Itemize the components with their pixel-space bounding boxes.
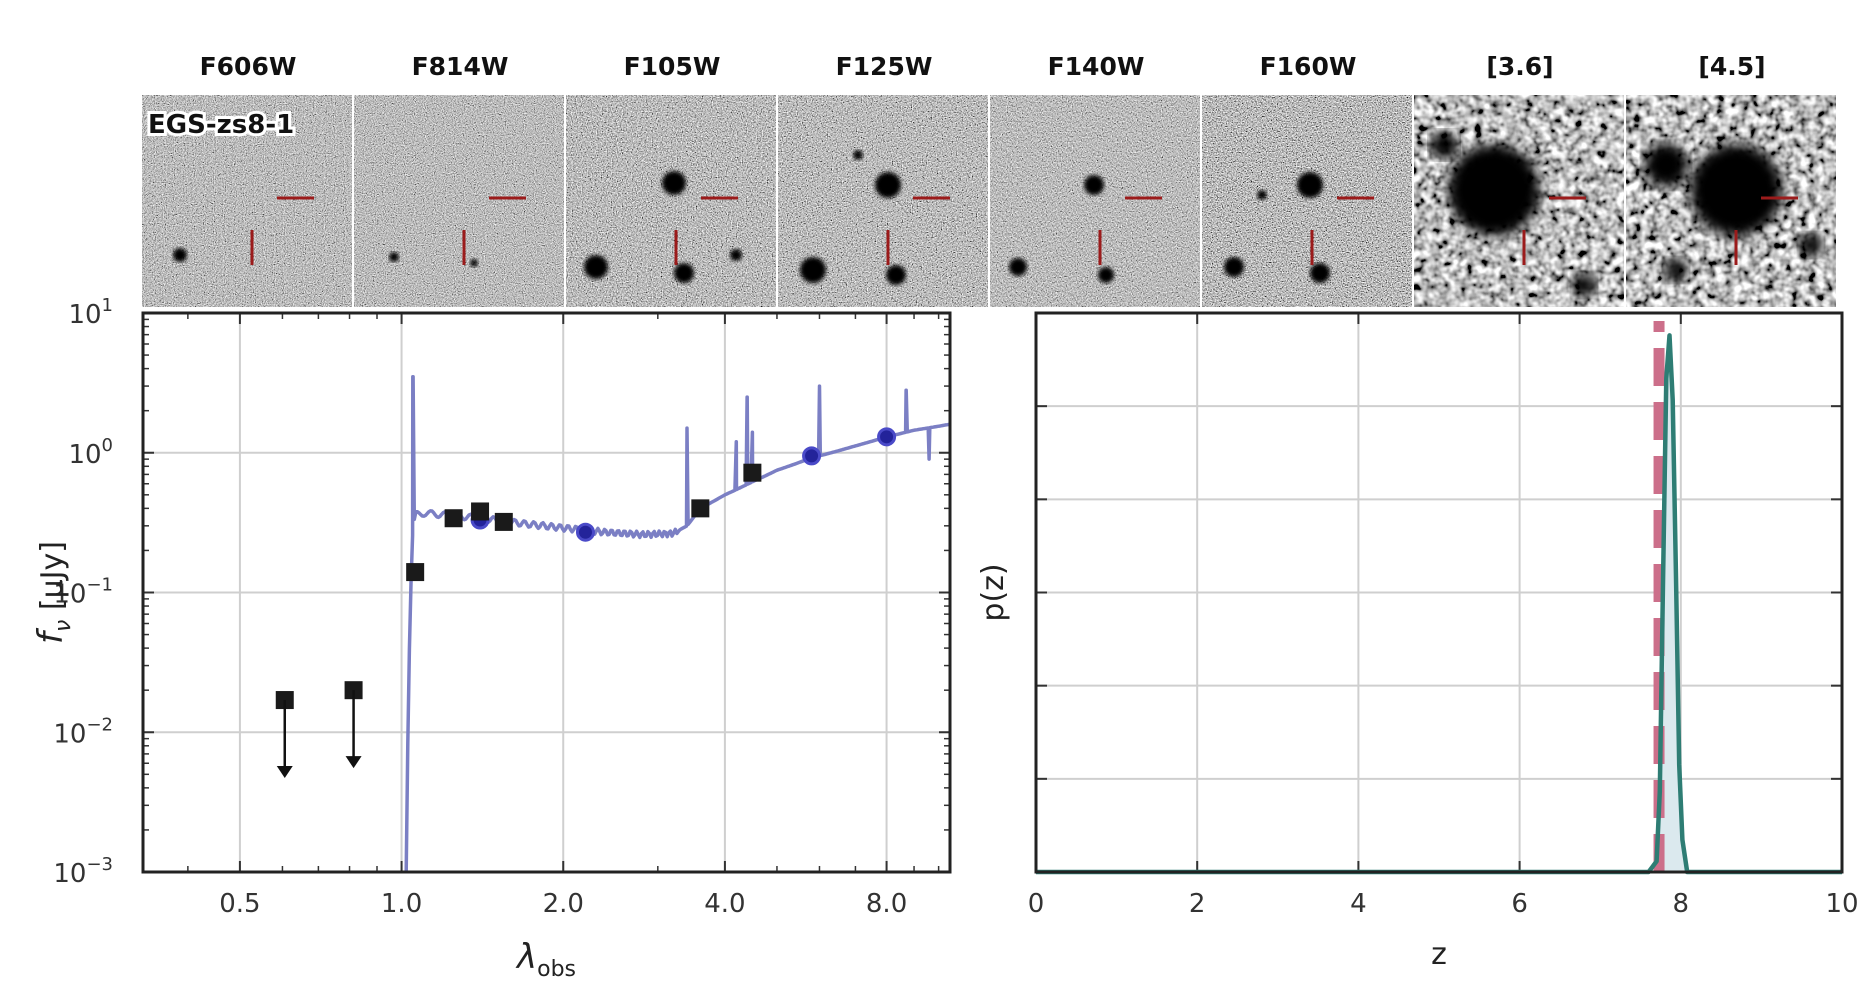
observed-point: [471, 502, 490, 521]
model-point: [802, 446, 822, 466]
source-blob: [1098, 267, 1114, 283]
y-tick-label: 10−3: [53, 854, 113, 889]
x-tick-label: 2.0: [543, 889, 584, 919]
x-tick-label: 4: [1350, 889, 1367, 919]
source-blob: [674, 263, 694, 283]
x-tick-label: 4.0: [704, 889, 745, 919]
source-blob: [1644, 143, 1688, 187]
sed-model-line: [404, 374, 950, 873]
x-tick-label: 0: [1028, 889, 1045, 919]
source-blob: [470, 259, 478, 267]
source-blob: [662, 171, 686, 195]
source-blob: [1799, 233, 1823, 257]
x-tick-label: 6: [1511, 889, 1528, 919]
y-axis-title: fν [μJy]: [31, 541, 76, 644]
source-blob: [173, 248, 187, 262]
image-stamp: [142, 95, 352, 307]
source-blob: [1009, 258, 1027, 276]
source-blob: [1257, 190, 1267, 200]
pz-plot: 0 2 4 6 8 10 z p(z): [976, 311, 1859, 972]
image-stamp: [1202, 95, 1412, 307]
image-stamps-row: EGS-zs8-1 F606W F814W F105W F125W F140W F160W […: [0, 0, 1866, 310]
image-stamp: [1626, 95, 1836, 307]
y-tick-label: 101: [68, 295, 113, 330]
object-name: EGS-zs8-1: [148, 110, 294, 140]
image-stamp: [566, 95, 776, 307]
image-stamp: [990, 95, 1200, 307]
x-axis-title: z: [1431, 937, 1447, 972]
y-tick-label: 10−2: [53, 714, 113, 749]
plot-frame: [1034, 311, 1844, 874]
observed-point: [444, 509, 463, 528]
x-tick-label: 10: [1825, 889, 1858, 919]
source-blob: [1430, 131, 1458, 159]
sed-plot: 0.5 1.0 2.0 4.0 8.0 101 100 10−1 10−2 10−3 λobs fν …: [31, 295, 952, 982]
band-label: [3.6]: [1486, 52, 1554, 81]
x-tick-label: 8: [1673, 889, 1690, 919]
stamp-noise: [354, 95, 564, 307]
stamps-svg: EGS-zs8-1: [142, 95, 1836, 307]
source-blob: [1664, 258, 1688, 282]
band-label: F606W: [199, 52, 297, 81]
source-blob: [886, 265, 906, 285]
y-tick-label: 100: [68, 435, 113, 470]
source-blob: [389, 252, 399, 262]
observed-point: [691, 499, 710, 518]
upper-limit-arrowhead: [345, 756, 362, 769]
model-point: [575, 522, 595, 542]
band-label: F814W: [411, 52, 509, 81]
observed-point: [406, 563, 425, 582]
band-label: [4.5]: [1698, 52, 1766, 81]
source-blob: [1690, 144, 1782, 236]
y-axis-title: p(z): [976, 563, 1011, 621]
x-tick-label: 2: [1189, 889, 1206, 919]
band-label: F125W: [835, 52, 933, 81]
upper-limit-arrowhead: [276, 766, 293, 779]
band-label: F105W: [623, 52, 721, 81]
image-stamp: [778, 95, 988, 307]
source-blob: [730, 249, 742, 261]
pz-curve: [1036, 333, 1842, 875]
observed-point: [494, 512, 513, 531]
source-blob: [800, 257, 826, 283]
source-blob: [1448, 144, 1540, 236]
source-blob: [584, 255, 608, 279]
x-axis-title: λobs: [515, 937, 576, 982]
model-point: [877, 427, 897, 447]
stamp-noise: [142, 95, 352, 307]
source-blob: [1297, 172, 1323, 198]
image-stamp: [354, 95, 564, 307]
x-tick-label: 8.0: [866, 889, 907, 919]
band-label: F140W: [1047, 52, 1145, 81]
source-blob: [875, 172, 901, 198]
band-label: F160W: [1259, 52, 1357, 81]
x-tick-label: 1.0: [381, 889, 422, 919]
source-blob: [1572, 273, 1596, 297]
source-blob: [853, 150, 863, 160]
y-tick-label: 10−1: [53, 575, 113, 610]
source-blob: [1224, 257, 1244, 277]
image-stamp: [1414, 95, 1624, 307]
observed-point: [743, 463, 762, 482]
plot-frame: [141, 311, 952, 874]
x-tick-label: 0.5: [219, 889, 260, 919]
source-blob: [1310, 263, 1330, 283]
source-blob: [1084, 175, 1104, 195]
